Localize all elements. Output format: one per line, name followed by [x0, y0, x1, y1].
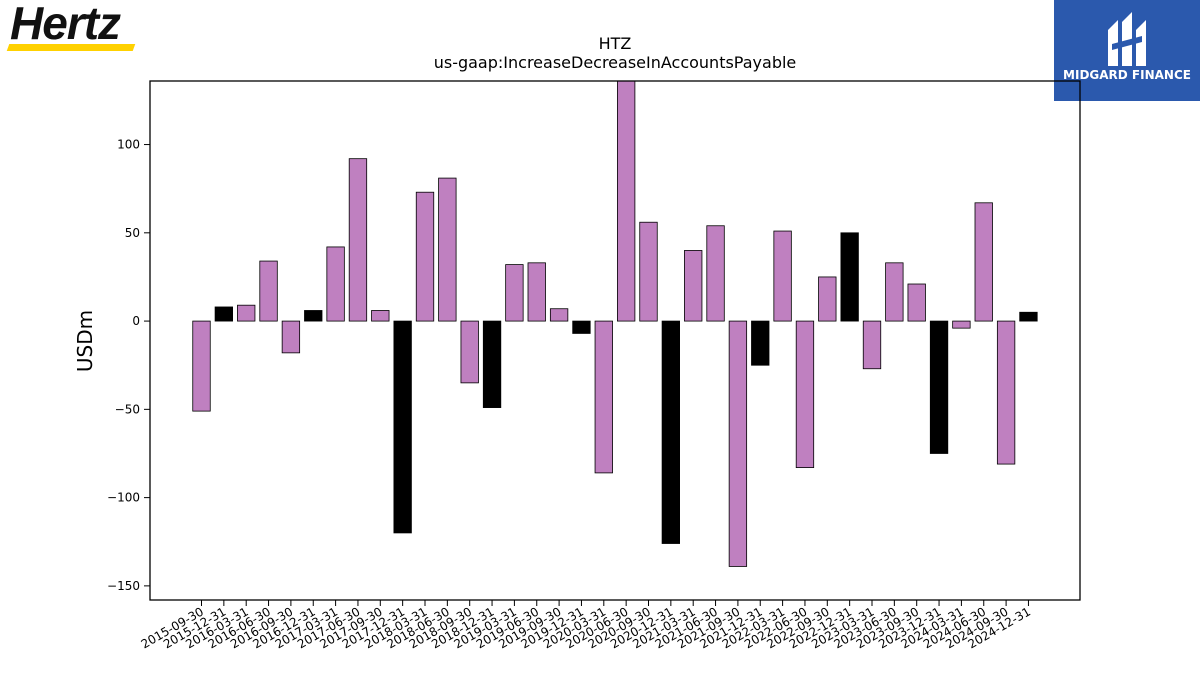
- bar-2024-03-31: [952, 320, 971, 329]
- hertz-logo-text: Hertz: [10, 0, 121, 49]
- bar-2020-03-31: [594, 320, 613, 474]
- y-tick-label: 50: [125, 226, 140, 240]
- bar-2020-06-30: [617, 80, 636, 322]
- bar-2018-06-30: [438, 177, 457, 322]
- y-tick-label: −50: [115, 402, 140, 416]
- bar-2016-12-31: [304, 310, 323, 322]
- bar-2021-09-30: [728, 320, 748, 567]
- bar-2017-03-31: [326, 246, 345, 322]
- bar-2023-09-30: [907, 283, 926, 322]
- bar-2022-09-30: [818, 276, 837, 322]
- bar-2017-06-30: [348, 158, 368, 322]
- bar-2019-12-31: [572, 320, 591, 334]
- bar-2024-06-30: [974, 202, 993, 322]
- bar-2018-03-31: [415, 191, 435, 322]
- bar-2022-06-30: [795, 320, 815, 469]
- plot-frame: [149, 80, 1081, 601]
- bar-2021-12-31: [751, 320, 770, 366]
- y-tick-label: −150: [107, 579, 140, 593]
- bar-2019-09-30: [549, 308, 569, 322]
- midgard-logo-text: MIDGARD FINANCE: [1063, 68, 1191, 82]
- bar-2023-12-31: [929, 320, 949, 454]
- y-tick-label: −100: [107, 491, 140, 505]
- bar-2023-06-30: [885, 262, 904, 322]
- bar-2024-12-31: [1019, 311, 1038, 322]
- bar-2015-12-31: [214, 306, 234, 322]
- y-axis-label: USDm: [73, 310, 97, 372]
- chart-subtitle: us-gaap:IncreaseDecreaseInAccountsPayabl…: [434, 53, 797, 72]
- bar-2023-03-31: [862, 320, 882, 370]
- bar-2021-03-31: [684, 250, 703, 322]
- bar-2020-09-30: [639, 221, 658, 322]
- bar-2017-12-31: [393, 320, 412, 534]
- chart-title: HTZ: [599, 34, 632, 53]
- hertz-logo: Hertz: [6, 0, 141, 54]
- bar-2021-06-30: [706, 225, 725, 322]
- bar-2022-03-31: [773, 230, 792, 322]
- bar-2019-06-30: [527, 262, 546, 322]
- bars-layer: [192, 80, 1038, 567]
- bar-2016-03-31: [237, 304, 256, 322]
- bar-2017-09-30: [371, 310, 390, 322]
- bar-2024-09-30: [996, 320, 1016, 465]
- bar-2015-09-30: [192, 320, 211, 412]
- bar-2016-06-30: [259, 260, 278, 322]
- bar-2016-09-30: [281, 320, 301, 354]
- bar-2018-12-31: [482, 320, 502, 408]
- y-ticks: −150 −100 −50 0 50 100: [107, 138, 150, 593]
- y-tick-label: 100: [117, 138, 140, 152]
- bar-2020-12-31: [661, 320, 680, 544]
- bar-2022-12-31: [840, 232, 859, 322]
- midgard-finance-logo: MIDGARD FINANCE: [1054, 0, 1200, 101]
- x-ticks: 2015-09-302015-12-312016-03-312016-06-30…: [139, 600, 1033, 651]
- bar-2018-09-30: [460, 320, 479, 384]
- midgard-mark-icon: [1108, 12, 1146, 66]
- bar-2019-03-31: [505, 264, 524, 322]
- y-tick-label: 0: [132, 314, 140, 328]
